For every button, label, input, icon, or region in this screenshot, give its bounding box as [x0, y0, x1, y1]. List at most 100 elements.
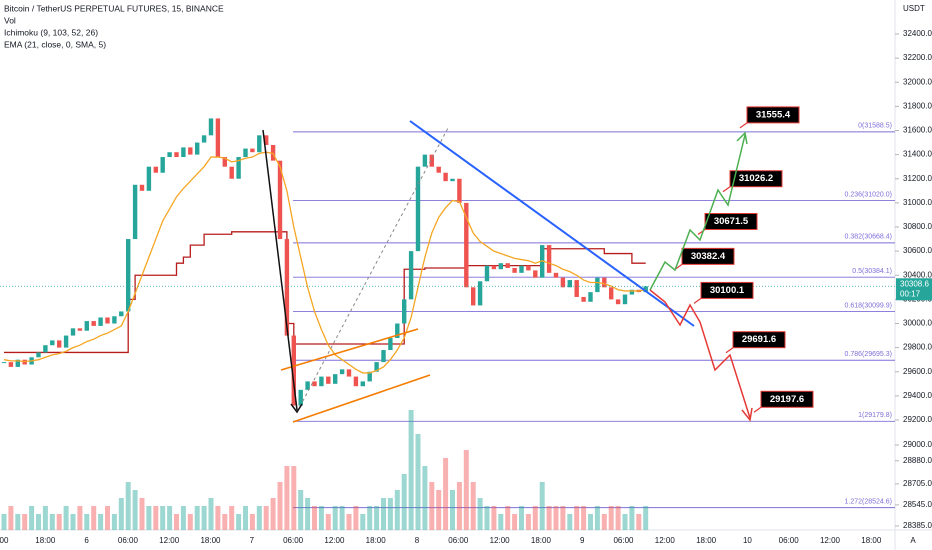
y-tick-label: 30800.0	[903, 222, 932, 231]
target-label: 30671.5	[714, 216, 749, 227]
volume-bar	[298, 490, 304, 530]
scale-button[interactable]: A	[910, 536, 916, 545]
candle	[50, 340, 55, 346]
candle	[519, 265, 524, 273]
candle	[546, 245, 552, 273]
candle	[436, 166, 441, 173]
candle	[615, 299, 621, 305]
x-tick-label: 10	[743, 536, 752, 545]
candle	[360, 381, 365, 387]
volume-bar	[305, 498, 311, 530]
candle	[181, 147, 186, 158]
y-tick-label: 31600.0	[903, 126, 932, 135]
candle	[57, 340, 62, 348]
fib-label: 1.272(28524.6)	[845, 498, 892, 505]
volume-bar	[429, 482, 435, 530]
candle	[464, 202, 469, 288]
candle	[415, 166, 421, 252]
volume-bar	[525, 514, 531, 530]
volume-bar	[277, 482, 283, 530]
bull-path	[649, 134, 746, 291]
volume-bar	[450, 490, 455, 530]
candle	[229, 166, 234, 179]
volume-bar	[84, 514, 90, 530]
x-tick-label: 06:00	[118, 536, 139, 545]
target-box	[746, 106, 800, 124]
x-tick-label: 12:00	[655, 536, 676, 545]
volume-bar	[243, 506, 248, 530]
candle	[91, 321, 96, 326]
candle	[291, 335, 296, 406]
volume-bar	[643, 506, 649, 530]
arrow-head	[290, 403, 303, 414]
candle	[353, 376, 359, 387]
candle	[326, 376, 331, 384]
volume-bar	[22, 514, 28, 530]
y-tick-label: 29400.0	[903, 391, 932, 400]
candle	[139, 184, 145, 191]
candle	[257, 135, 262, 153]
volume-bar	[387, 498, 393, 530]
volume-bar	[367, 506, 373, 530]
volume-bar	[539, 482, 545, 530]
candle	[305, 381, 310, 390]
volume-bar	[615, 506, 621, 530]
volume-bar	[394, 490, 400, 530]
candle	[277, 160, 283, 240]
x-tick-label: 18:00	[696, 536, 717, 545]
target-box	[729, 170, 783, 188]
volume-bar	[574, 506, 580, 530]
target-box	[700, 281, 754, 299]
volume-bar	[77, 506, 83, 530]
candle	[581, 296, 586, 302]
candle	[319, 376, 324, 387]
fib-label: 0.618(30099.9)	[845, 302, 892, 309]
y-tick-label: 32400.0	[903, 29, 932, 38]
volume-bar	[581, 506, 587, 530]
x-tick-label: 00	[0, 536, 9, 545]
volume-bar	[63, 506, 69, 530]
volume-bar	[346, 514, 352, 530]
volume-bar	[167, 506, 173, 530]
volume-bar	[498, 514, 504, 530]
volume-bar	[318, 506, 324, 530]
x-tick-label: 7	[250, 536, 255, 545]
candle	[346, 369, 352, 377]
indicator: EMA (21, close, 0, SMA, 5)	[4, 39, 106, 49]
indicator: Vol	[4, 15, 16, 25]
x-tick-label: 06:00	[448, 536, 469, 545]
x-tick-label: 18:00	[861, 536, 882, 545]
candle	[395, 323, 400, 338]
candle	[250, 148, 255, 153]
candle	[643, 286, 648, 293]
x-tick-label: 06:00	[779, 536, 800, 545]
candle	[174, 152, 179, 158]
volume-bar	[222, 514, 228, 530]
y-tick-label: 28880.0	[903, 456, 932, 465]
volume-bar	[608, 506, 614, 530]
volume-bar	[401, 474, 407, 530]
volume-bar	[553, 506, 559, 530]
indicator: Ichimoku (9, 103, 52, 26)	[4, 27, 98, 37]
x-tick-label: 9	[580, 536, 585, 545]
candle	[236, 157, 241, 179]
candle	[367, 371, 372, 382]
volume-bar	[422, 466, 428, 530]
candle	[491, 265, 497, 270]
candle	[526, 265, 531, 271]
volume-bar	[270, 498, 276, 530]
candle	[98, 317, 103, 326]
candle	[629, 289, 635, 295]
volume-bar	[153, 506, 159, 530]
target-box	[704, 213, 758, 231]
arrow-head	[736, 131, 748, 145]
volume-bar	[111, 514, 117, 530]
volume-bar	[208, 498, 214, 530]
volume-bar	[532, 506, 538, 530]
fib-anchor	[296, 127, 449, 413]
volume-bar	[374, 506, 380, 530]
volume-bar	[174, 514, 179, 530]
candle	[533, 270, 538, 278]
volume-bar	[42, 506, 48, 530]
